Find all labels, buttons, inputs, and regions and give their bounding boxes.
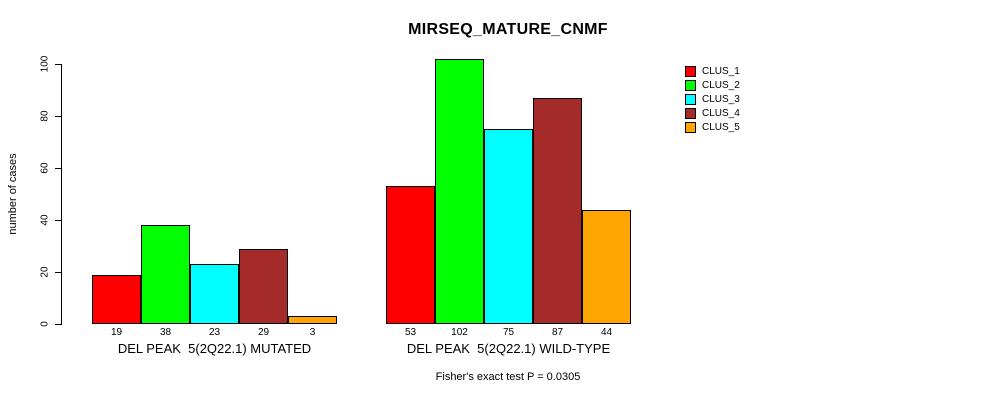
bar-clus_3-group1 <box>190 264 239 324</box>
y-tick-label: 80 <box>39 110 51 122</box>
bar-value-label: 23 <box>208 327 221 338</box>
bar-value-label: 102 <box>451 327 468 338</box>
clus_3-swatch-icon <box>685 93 696 105</box>
bar-clus_5-group2 <box>582 209 631 324</box>
clus_5-swatch-icon <box>685 121 696 133</box>
y-tick-label: 60 <box>39 162 51 174</box>
bar-clus_2-group2 <box>435 58 484 324</box>
x-group-label: DEL PEAK 5(2Q22.1) MUTATED <box>117 341 312 356</box>
y-tick-mark <box>55 116 61 117</box>
y-tick-mark <box>55 168 61 169</box>
y-tick-label: 20 <box>39 266 51 278</box>
legend-label: CLUS_1 <box>702 65 740 77</box>
bar-clus_3-group2 <box>484 129 533 324</box>
bar-clus_4-group1 <box>239 248 288 324</box>
legend-item: CLUS_2 <box>685 78 740 92</box>
legend-label: CLUS_5 <box>702 121 740 133</box>
annotation-text: Fisher's exact test P = 0.0305 <box>435 371 581 383</box>
bar-value-label: 29 <box>257 327 270 338</box>
y-tick-label: 100 <box>39 55 51 73</box>
chart-title: MIRSEQ_MATURE_CNMF <box>408 21 608 38</box>
bar-value-label: 87 <box>551 327 564 338</box>
legend-label: CLUS_3 <box>702 93 740 105</box>
bar-clus_1-group2 <box>386 186 435 324</box>
legend-item: CLUS_3 <box>685 92 740 106</box>
bar-value-label: 44 <box>600 327 613 338</box>
bar-clus_2-group1 <box>141 225 190 324</box>
y-tick-mark <box>55 64 61 65</box>
bar-value-label: 53 <box>404 327 417 338</box>
legend: CLUS_1 CLUS_2 CLUS_3 CLUS_4 CLUS_5 <box>685 64 740 134</box>
legend-item: CLUS_1 <box>685 64 740 78</box>
y-axis-line <box>61 64 62 325</box>
y-axis-label: number of cases <box>7 153 19 235</box>
clus_2-swatch-icon <box>685 79 696 91</box>
clus_4-swatch-icon <box>685 107 696 119</box>
bar-value-label: 38 <box>159 327 172 338</box>
y-tick-label: 0 <box>39 321 51 327</box>
bar-clus_5-group1 <box>288 316 337 324</box>
y-tick-mark <box>55 324 61 325</box>
y-tick-label: 40 <box>39 214 51 226</box>
legend-item: CLUS_4 <box>685 106 740 120</box>
y-tick-mark <box>55 220 61 221</box>
legend-label: CLUS_2 <box>702 79 740 91</box>
legend-label: CLUS_4 <box>702 107 740 119</box>
legend-item: CLUS_5 <box>685 120 740 134</box>
y-tick-mark <box>55 272 61 273</box>
bar-value-label: 3 <box>309 327 316 338</box>
clus_1-swatch-icon <box>685 65 696 77</box>
bar-clus_4-group2 <box>533 97 582 324</box>
bar-clus_1-group1 <box>92 274 141 324</box>
bar-value-label: 19 <box>110 327 123 338</box>
x-group-label: DEL PEAK 5(2Q22.1) WILD-TYPE <box>406 341 611 356</box>
bar-value-label: 75 <box>502 327 515 338</box>
